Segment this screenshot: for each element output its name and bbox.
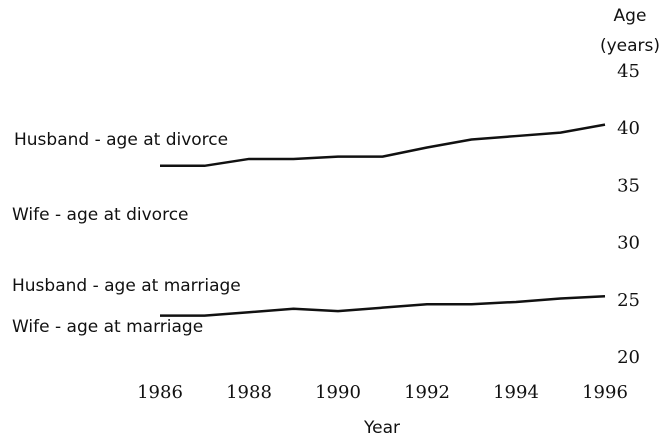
- annotation: Wife - age at divorce: [12, 205, 189, 225]
- series-label: Husband - age at marriage: [12, 276, 241, 296]
- y-tick-label: 35: [617, 175, 640, 196]
- y-tick-label: 30: [617, 233, 640, 254]
- x-tick-label: 1996: [582, 382, 628, 403]
- y-axis-label: Age: [614, 6, 647, 26]
- series-line: [160, 294, 606, 317]
- y-tick-label: 40: [617, 118, 640, 139]
- series-line: [160, 123, 606, 168]
- series-label: Husband - age at divorce: [14, 130, 228, 150]
- y-axis-label: (years): [600, 36, 660, 56]
- x-axis-label: Year: [363, 418, 400, 437]
- y-tick-label: 25: [617, 290, 640, 311]
- x-tick-label: 1992: [404, 382, 450, 403]
- x-tick-label: 1986: [137, 382, 183, 403]
- annotation: Wife - age at marriage: [12, 317, 203, 337]
- y-tick-label: 45: [617, 61, 640, 82]
- x-tick-label: 1994: [493, 382, 539, 403]
- x-tick-label: 1990: [315, 382, 361, 403]
- y-tick-label: 20: [617, 347, 640, 368]
- x-tick-label: 1988: [226, 382, 272, 403]
